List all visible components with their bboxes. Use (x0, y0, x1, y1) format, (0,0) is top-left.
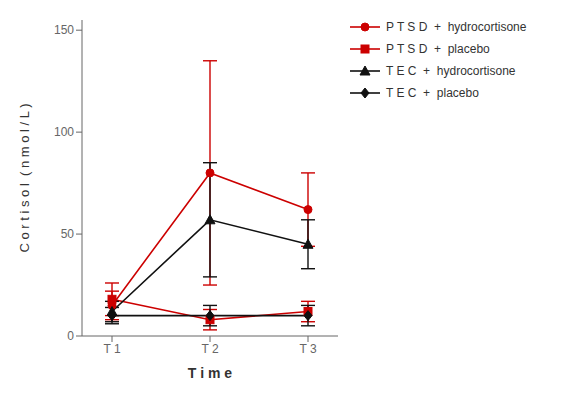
html-text:T E C + hydrocortisone: T E C + hydrocortisone (386, 64, 516, 78)
svg-text:0: 0 (67, 329, 74, 343)
svg-text:50: 50 (61, 227, 75, 241)
html-text:P T S D + placebo: P T S D + placebo (386, 42, 490, 56)
svg-text:T 1: T 1 (103, 342, 120, 356)
svg-text:T 2: T 2 (201, 342, 218, 356)
svg-text:C o r t i s o l ( n m o l / L: C o r t i s o l ( n m o l / L ) (17, 103, 32, 252)
html-text:T E C + placebo: T E C + placebo (386, 86, 479, 100)
html-text:P T S D + hydrocortisone: P T S D + hydrocortisone (386, 20, 527, 34)
svg-text:T i m e: T i m e (188, 365, 233, 381)
svg-text:100: 100 (54, 125, 74, 139)
svg-text:T 3: T 3 (299, 342, 316, 356)
svg-text:150: 150 (54, 23, 74, 37)
